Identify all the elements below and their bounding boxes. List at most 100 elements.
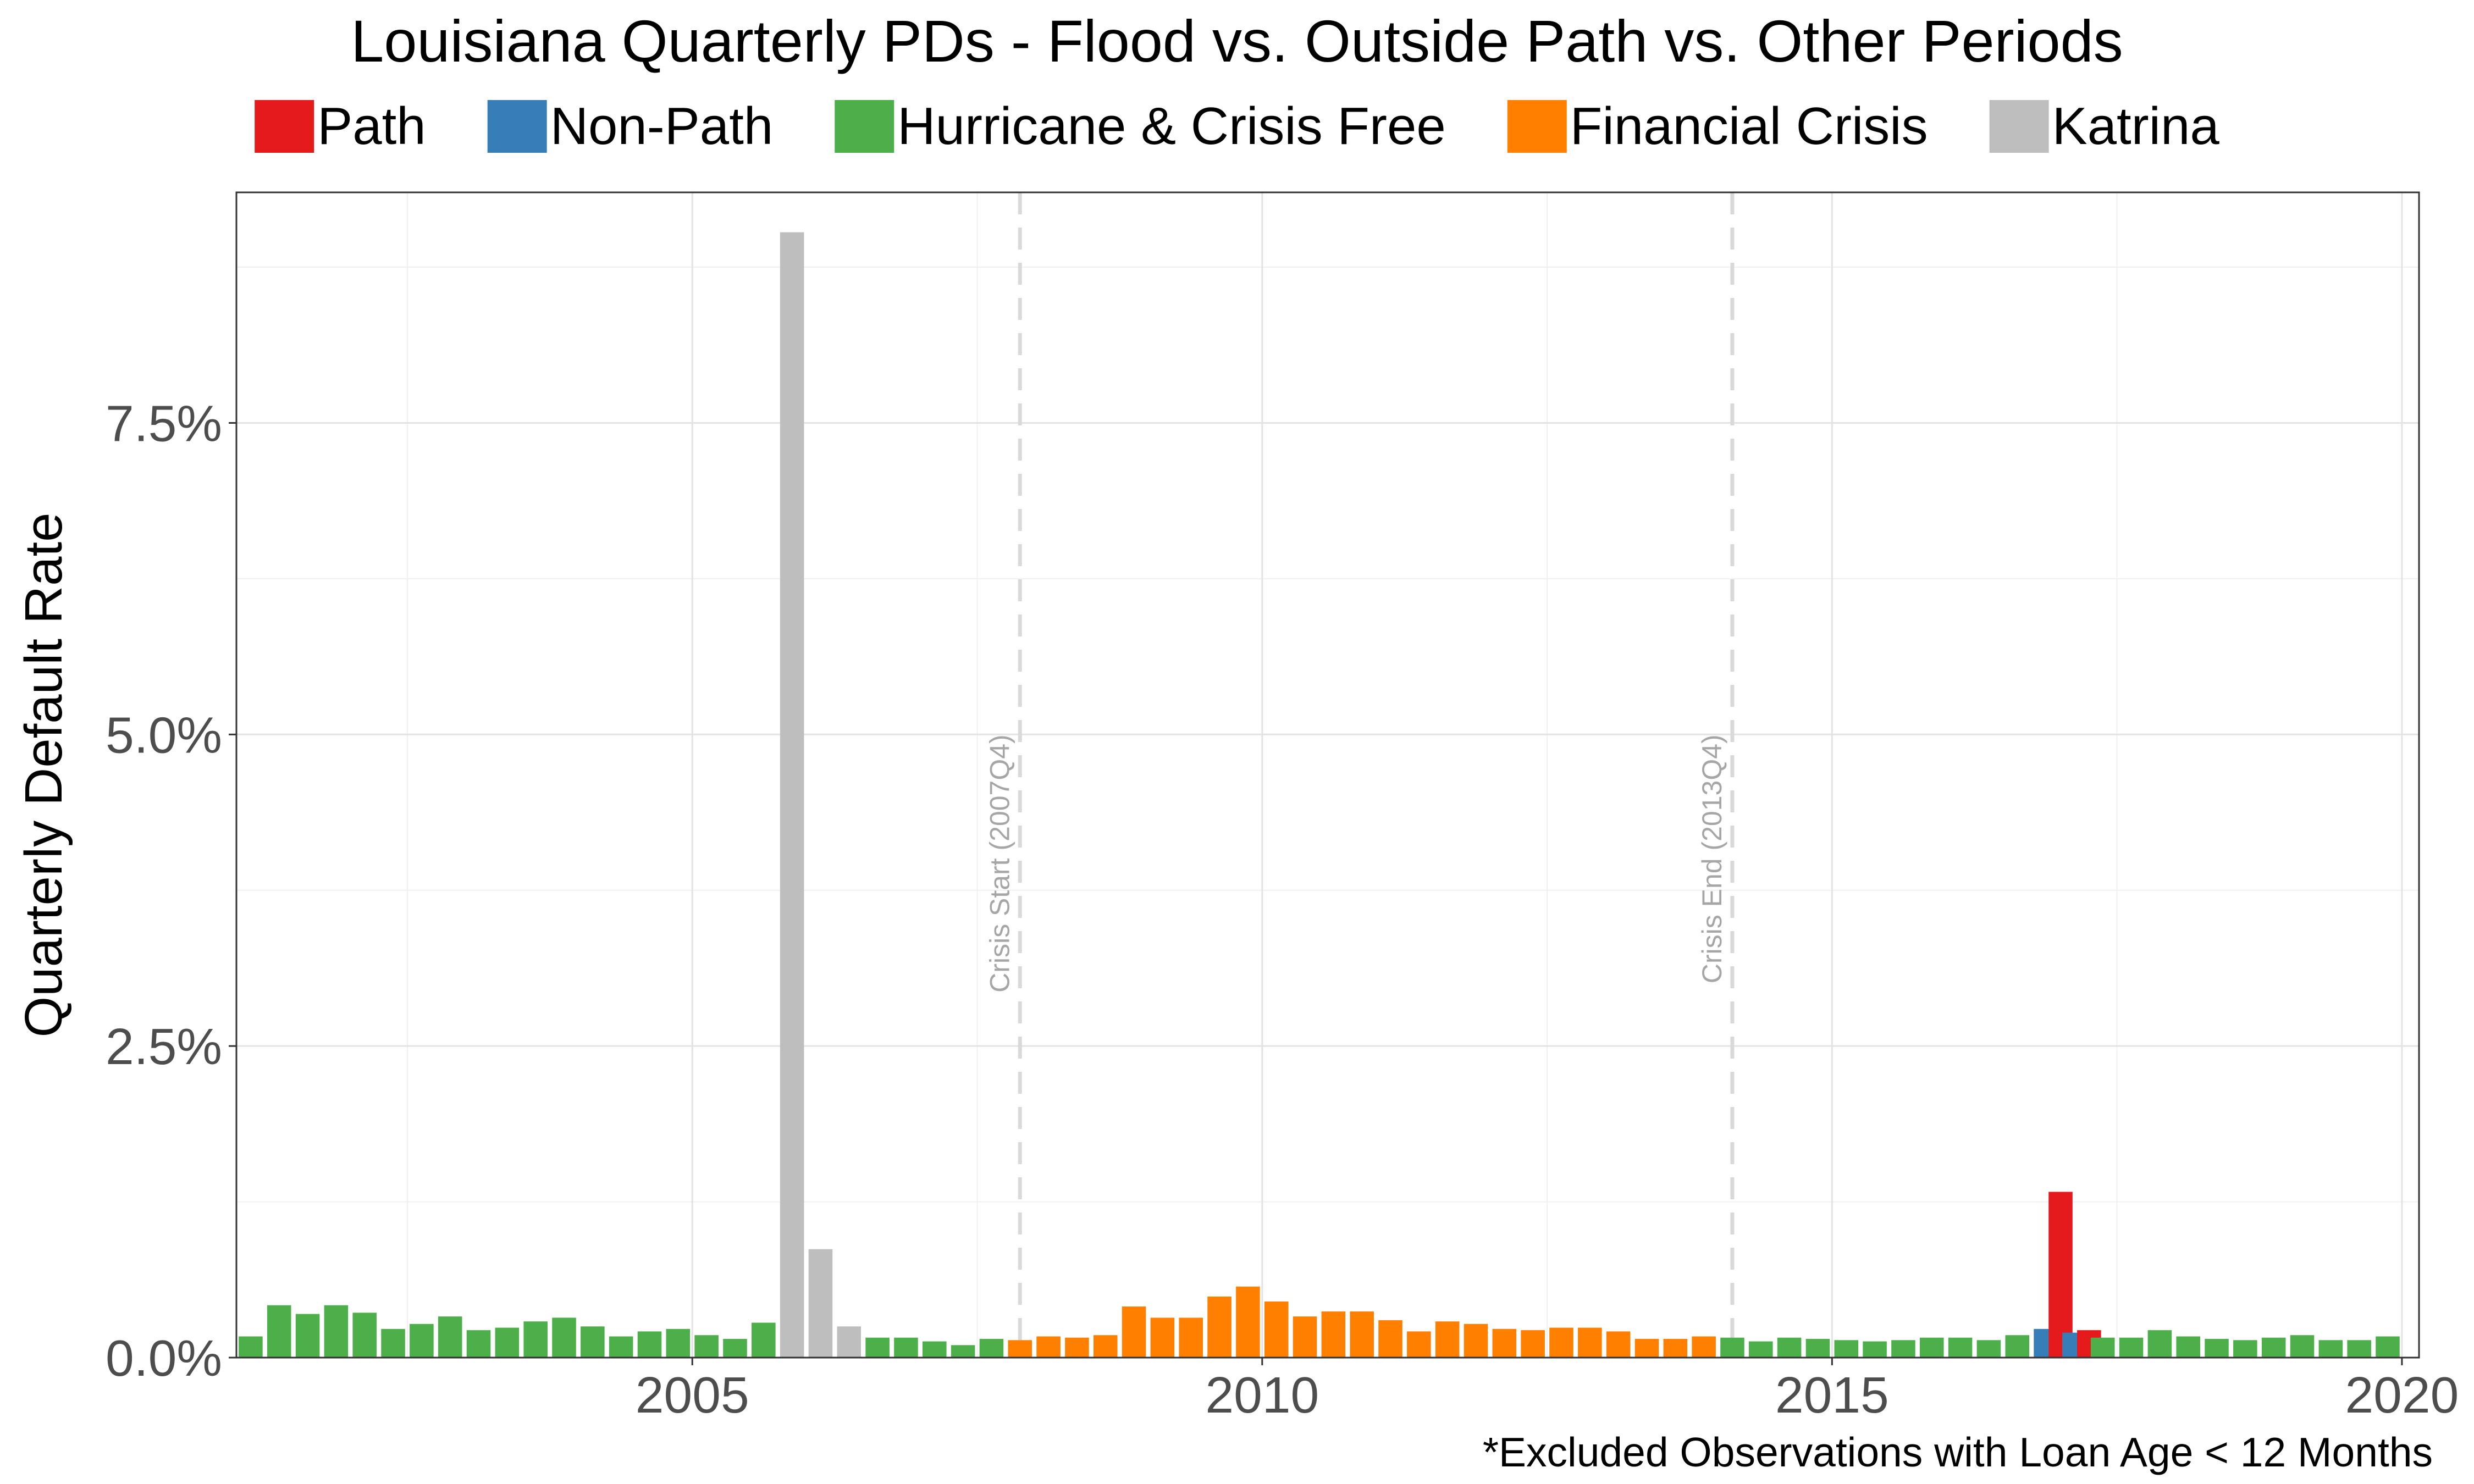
bar-free bbox=[239, 1336, 263, 1358]
bar-crisis bbox=[1464, 1324, 1488, 1358]
bar-free bbox=[2233, 1340, 2257, 1358]
bar-free bbox=[1948, 1337, 1973, 1358]
legend-swatch bbox=[487, 100, 547, 153]
bar-crisis bbox=[1207, 1296, 1232, 1358]
bar-katrina bbox=[780, 232, 804, 1358]
y-tick-label: 5.0% bbox=[106, 706, 222, 763]
bar-free bbox=[466, 1330, 491, 1358]
bar-free bbox=[1805, 1338, 1830, 1358]
bar-free bbox=[894, 1337, 918, 1358]
legend-label: Non-Path bbox=[550, 97, 774, 156]
y-tick-label: 2.5% bbox=[106, 1018, 222, 1075]
legend-swatch bbox=[255, 100, 314, 153]
legend-item-nonpath: Non-Path bbox=[487, 97, 774, 156]
legend-swatch bbox=[1507, 100, 1567, 153]
bar-free bbox=[267, 1305, 291, 1358]
bar-crisis bbox=[1321, 1311, 1346, 1358]
legend-item-path: Path bbox=[255, 97, 426, 156]
bar-free bbox=[694, 1335, 719, 1358]
legend-swatch bbox=[835, 100, 894, 153]
y-axis-title: Quarterly Default Rate bbox=[14, 512, 73, 1037]
bar-free bbox=[2318, 1340, 2343, 1358]
bar-crisis bbox=[1293, 1316, 1317, 1358]
legend-label: Path bbox=[317, 97, 426, 156]
bar-free bbox=[581, 1326, 605, 1358]
bar-free bbox=[2090, 1337, 2115, 1358]
legend-label: Katrina bbox=[2052, 97, 2220, 156]
bar-free bbox=[2261, 1337, 2286, 1358]
bar-free bbox=[381, 1328, 405, 1358]
bar-crisis bbox=[1350, 1311, 1374, 1358]
bar-crisis bbox=[1122, 1306, 1146, 1358]
bar-crisis bbox=[1093, 1335, 1118, 1358]
bar-free bbox=[1777, 1337, 1802, 1358]
bar-free bbox=[979, 1338, 1004, 1358]
plot-background bbox=[236, 192, 2419, 1358]
bar-crisis bbox=[1036, 1336, 1061, 1358]
bar-crisis bbox=[1065, 1337, 1089, 1358]
bar-crisis bbox=[1663, 1338, 1688, 1358]
legend-item-free: Hurricane & Crisis Free bbox=[835, 97, 1446, 156]
bar-free bbox=[2347, 1340, 2371, 1358]
bar-path bbox=[2048, 1192, 2073, 1358]
x-tick-label: 2005 bbox=[636, 1366, 749, 1424]
bar-free bbox=[923, 1341, 947, 1358]
crisis-marker-label: Crisis Start (2007Q4) bbox=[984, 734, 1015, 993]
bar-free bbox=[324, 1305, 349, 1358]
bar-free bbox=[1749, 1341, 1773, 1358]
bar-crisis bbox=[1150, 1317, 1175, 1358]
legend-swatch bbox=[1989, 100, 2049, 153]
bar-free bbox=[951, 1345, 975, 1358]
y-tick-label: 7.5% bbox=[106, 395, 222, 452]
bar-crisis bbox=[1236, 1286, 1260, 1358]
bar-free bbox=[1919, 1337, 1944, 1358]
legend: Path Non-Path Hurricane & Crisis Free Finan… bbox=[255, 97, 2219, 156]
y-axis: 0.0% 2.5% 5.0% 7.5% bbox=[106, 395, 236, 1387]
bar-free bbox=[352, 1313, 377, 1358]
plot-border bbox=[235, 191, 2420, 1359]
bar-free bbox=[666, 1328, 691, 1358]
bar-free bbox=[295, 1314, 320, 1358]
legend-label: Hurricane & Crisis Free bbox=[897, 97, 1446, 156]
bar-free bbox=[865, 1337, 890, 1358]
bar-free bbox=[438, 1316, 462, 1358]
bar-katrina bbox=[808, 1249, 833, 1358]
bar-crisis bbox=[1008, 1340, 1032, 1358]
bar-katrina bbox=[837, 1326, 862, 1358]
bar-crisis bbox=[1606, 1331, 1631, 1358]
bar-free bbox=[2176, 1336, 2200, 1358]
crisis-markers: Crisis Start (2007Q4) Crisis End (2013Q4) bbox=[984, 192, 1735, 1358]
legend-item-crisis: Financial Crisis bbox=[1507, 97, 1928, 156]
crisis-marker-label: Crisis End (2013Q4) bbox=[1697, 734, 1727, 983]
bar-free bbox=[637, 1331, 662, 1358]
bar-crisis bbox=[1435, 1321, 1460, 1358]
bar-crisis bbox=[1578, 1327, 1602, 1358]
bar-crisis bbox=[1521, 1330, 1545, 1358]
chart-title: Louisiana Quarterly PDs - Flood vs. Outs… bbox=[351, 8, 2123, 74]
bar-crisis bbox=[1378, 1320, 1402, 1358]
bars bbox=[239, 232, 2400, 1358]
bar-free bbox=[2290, 1335, 2315, 1358]
bar-free bbox=[523, 1321, 548, 1358]
legend-label: Financial Crisis bbox=[1570, 97, 1928, 156]
bar-crisis bbox=[1407, 1331, 1431, 1358]
bar-free bbox=[1976, 1340, 2001, 1358]
bar-free bbox=[2147, 1330, 2172, 1358]
bar-free bbox=[723, 1338, 747, 1358]
bar-free bbox=[410, 1324, 434, 1358]
bar-free bbox=[2005, 1335, 2029, 1358]
legend-item-katrina: Katrina bbox=[1989, 97, 2220, 156]
bar-free bbox=[2119, 1337, 2144, 1358]
bar-crisis bbox=[1549, 1327, 1573, 1358]
bar-free bbox=[1720, 1337, 1744, 1358]
bar-free bbox=[1834, 1340, 1859, 1358]
y-tick-label: 0.0% bbox=[106, 1330, 222, 1387]
bar-crisis bbox=[1634, 1338, 1659, 1358]
x-tick-label: 2020 bbox=[2345, 1366, 2459, 1424]
x-tick-label: 2010 bbox=[1205, 1366, 1319, 1424]
bar-crisis bbox=[1692, 1336, 1716, 1358]
bar-free bbox=[609, 1336, 633, 1358]
bar-crisis bbox=[1264, 1301, 1289, 1358]
